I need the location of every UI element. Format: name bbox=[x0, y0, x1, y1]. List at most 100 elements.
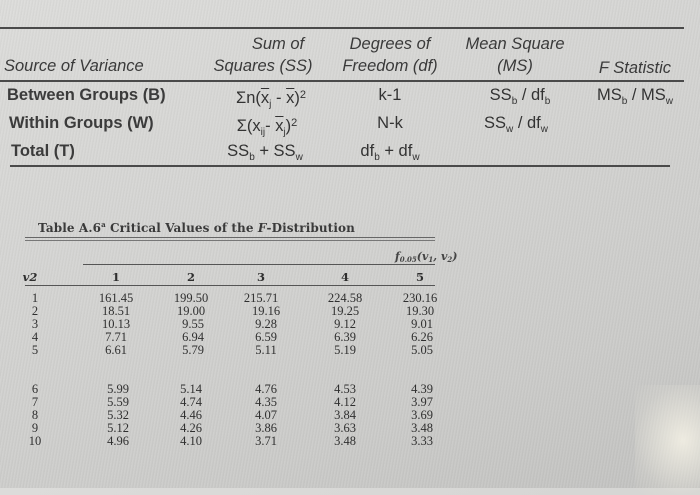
table-row: 9 5.12 4.26 3.86 3.63 3.48 bbox=[0, 422, 470, 435]
f-table-top-rule-2 bbox=[25, 240, 435, 241]
row-label: 10 bbox=[28, 434, 42, 448]
f-statistic-formula: MSb / MSw bbox=[596, 86, 674, 107]
table-cell: 6.94 bbox=[182, 330, 204, 344]
table-row: 1 161.45 199.50 215.71 224.58 230.16 bbox=[0, 292, 470, 305]
table-cell: 6.59 bbox=[255, 330, 277, 344]
f-table-top-rule-1 bbox=[25, 237, 435, 239]
f-distribution-table: Table A.6a Critical Values of the F-Dist… bbox=[0, 205, 470, 488]
table-cell: 5.19 bbox=[334, 343, 356, 357]
column-header-4: 4 bbox=[340, 270, 349, 284]
table-cell: 4.96 bbox=[107, 434, 129, 448]
table-cell: 3.48 bbox=[334, 434, 356, 448]
table-cell: 9.55 bbox=[182, 317, 204, 331]
table-row: 8 5.32 4.46 4.07 3.84 3.69 bbox=[0, 409, 470, 422]
table-cell: 9.28 bbox=[255, 317, 277, 331]
table-cell: 4.53 bbox=[334, 382, 356, 396]
table-cell: 9.01 bbox=[411, 317, 433, 331]
row-total-label: Total (T) bbox=[11, 142, 75, 160]
table-cell: 4.74 bbox=[180, 395, 202, 409]
df-between: k-1 bbox=[378, 86, 402, 104]
table-cell: 5.12 bbox=[107, 421, 129, 435]
f-table-title: Table A.6a Critical Values of the F-Dist… bbox=[38, 220, 355, 235]
table-cell: 4.35 bbox=[255, 395, 277, 409]
table-cell: 4.39 bbox=[411, 382, 433, 396]
ms-within-formula: SSw / dfw bbox=[484, 114, 548, 135]
ms-between-formula: SSb / dfb bbox=[489, 86, 551, 107]
header-ss-line1: Sum of bbox=[251, 35, 305, 53]
df-total-formula: dfb + dfw bbox=[360, 142, 420, 163]
header-ms-line2: (MS) bbox=[497, 57, 533, 75]
table-cell: 19.25 bbox=[330, 304, 360, 318]
header-ss-line2: Squares (SS) bbox=[213, 57, 313, 75]
table-cell: 161.45 bbox=[98, 291, 134, 305]
table-cell: 3.86 bbox=[255, 421, 277, 435]
screen-glare bbox=[635, 385, 700, 495]
table-cell: 19.00 bbox=[176, 304, 206, 318]
table-cell: 5.59 bbox=[107, 395, 129, 409]
table-row: 5 6.61 5.79 5.11 5.19 5.05 bbox=[0, 344, 470, 357]
table-cell: 4.10 bbox=[180, 434, 202, 448]
table-cell: 5.99 bbox=[107, 382, 129, 396]
table-cell: 199.50 bbox=[173, 291, 209, 305]
table-cell: 7.71 bbox=[105, 330, 127, 344]
ss-total-formula: SSb + SSw bbox=[227, 142, 303, 163]
table-cell: 3.48 bbox=[411, 421, 433, 435]
table-cell: 215.71 bbox=[243, 291, 279, 305]
anova-table: Sum of Degrees of Mean Square Source of … bbox=[0, 0, 700, 175]
header-df-line2: Freedom (df) bbox=[342, 57, 438, 75]
table-cell: 5.05 bbox=[411, 343, 433, 357]
row-label: 3 bbox=[31, 317, 39, 331]
table-cell: 6.61 bbox=[105, 343, 127, 357]
table-row: 3 10.13 9.55 9.28 9.12 9.01 bbox=[0, 318, 470, 331]
table-cell: 4.76 bbox=[255, 382, 277, 396]
f-table-column-group-rule bbox=[83, 264, 435, 265]
table-cell: 3.84 bbox=[334, 408, 356, 422]
table-cell: 3.69 bbox=[411, 408, 433, 422]
table-cell: 4.46 bbox=[180, 408, 202, 422]
column-header-1: 1 bbox=[111, 270, 120, 284]
table-cell: 9.12 bbox=[334, 317, 356, 331]
row-label: 1 bbox=[31, 291, 39, 305]
table-cell: 18.51 bbox=[101, 304, 131, 318]
header-f-statistic: F Statistic bbox=[598, 59, 672, 77]
row-label: 6 bbox=[31, 382, 39, 396]
table-row: 4 7.71 6.94 6.59 6.39 6.26 bbox=[0, 331, 470, 344]
anova-header-rule bbox=[0, 80, 684, 82]
table-cell: 4.12 bbox=[334, 395, 356, 409]
table-cell: 19.16 bbox=[251, 304, 281, 318]
table-cell: 3.33 bbox=[411, 434, 433, 448]
header-source: Source of Variance bbox=[4, 57, 144, 75]
row-between-groups-label: Between Groups (B) bbox=[7, 86, 166, 104]
df-within: N-k bbox=[377, 114, 403, 132]
row-label: 4 bbox=[31, 330, 39, 344]
anova-top-rule bbox=[0, 27, 684, 29]
row-within-groups-label: Within Groups (W) bbox=[9, 114, 154, 132]
table-cell: 224.58 bbox=[327, 291, 363, 305]
anova-bottom-rule bbox=[10, 165, 670, 167]
table-cell: 4.07 bbox=[255, 408, 277, 422]
table-cell: 5.11 bbox=[255, 343, 277, 357]
table-cell: 230.16 bbox=[402, 291, 438, 305]
table-cell: 3.63 bbox=[334, 421, 356, 435]
ss-within-formula: Σ(xij- xj)2 bbox=[236, 117, 298, 138]
row-label: 9 bbox=[31, 421, 39, 435]
f-table-subtitle: f0.05(v1, v2) bbox=[395, 250, 458, 264]
row-label: 5 bbox=[31, 343, 39, 357]
header-ms-line1: Mean Square bbox=[465, 35, 565, 53]
table-cell: 5.79 bbox=[182, 343, 204, 357]
table-cell: 6.26 bbox=[411, 330, 433, 344]
table-row: 10 4.96 4.10 3.71 3.48 3.33 bbox=[0, 435, 470, 448]
row-label: 8 bbox=[31, 408, 39, 422]
ss-between-formula: Σn(xj - x)2 bbox=[236, 89, 306, 110]
table-row: 6 5.99 5.14 4.76 4.53 4.39 bbox=[0, 383, 470, 396]
header-df-line1: Degrees of bbox=[349, 35, 431, 53]
table-cell: 5.32 bbox=[107, 408, 129, 422]
table-cell: 3.97 bbox=[411, 395, 433, 409]
f-table-header-rule bbox=[25, 285, 435, 287]
column-header-5: 5 bbox=[415, 270, 424, 284]
table-cell: 4.26 bbox=[180, 421, 202, 435]
table-cell: 10.13 bbox=[101, 317, 131, 331]
table-cell: 6.39 bbox=[334, 330, 356, 344]
column-header-v2: v2 bbox=[22, 270, 38, 284]
table-row: 2 18.51 19.00 19.16 19.25 19.30 bbox=[0, 305, 470, 318]
